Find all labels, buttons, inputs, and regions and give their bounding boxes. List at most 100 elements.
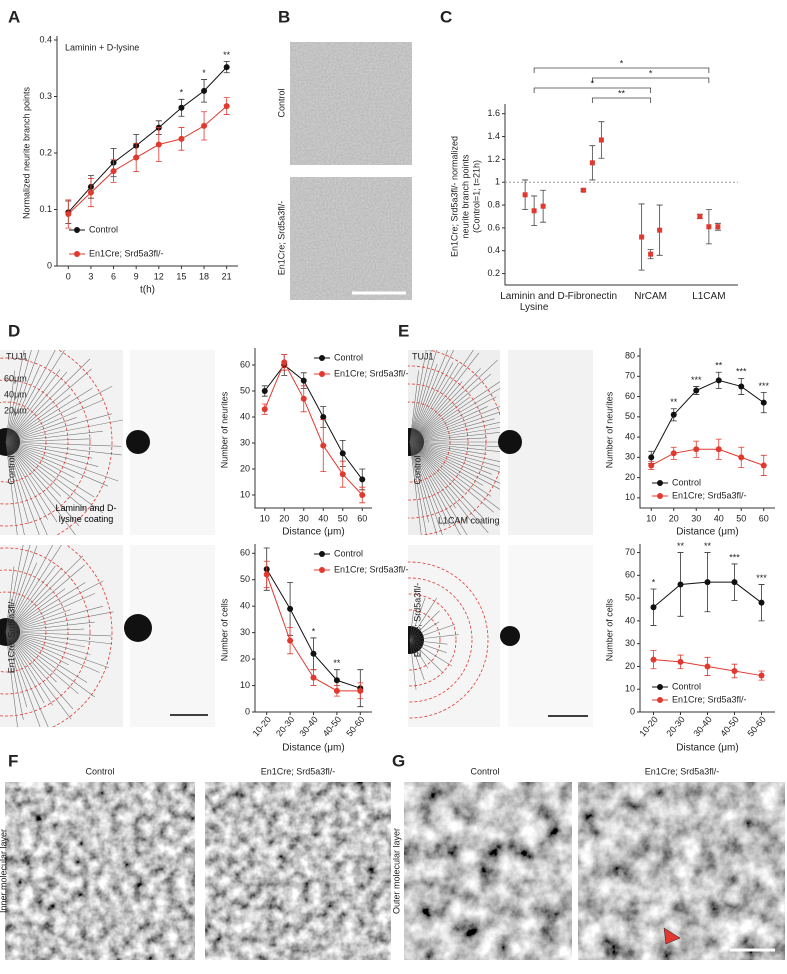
neurite bbox=[409, 396, 497, 443]
y-axis-label: neurite branch points bbox=[460, 154, 470, 239]
panel-letter: A bbox=[8, 7, 20, 26]
y-tick-label: 0.6 bbox=[487, 222, 500, 232]
y-tick-label: 30 bbox=[240, 627, 250, 637]
panel-letter: E bbox=[398, 321, 409, 340]
radius-label: 40μm bbox=[4, 389, 27, 399]
x-tick-label: 50-60 bbox=[344, 714, 366, 738]
y-tick-label: 0.2 bbox=[39, 147, 52, 157]
neurite bbox=[5, 441, 62, 497]
neurite bbox=[5, 631, 18, 727]
data-point bbox=[359, 476, 366, 483]
data-point bbox=[693, 446, 700, 453]
significance: * bbox=[620, 58, 624, 68]
data-point bbox=[670, 450, 677, 457]
panel-letter: D bbox=[8, 321, 20, 340]
micrograph bbox=[508, 545, 593, 727]
x-tick-label: 20 bbox=[279, 513, 289, 523]
data-point bbox=[300, 395, 307, 402]
data-point bbox=[357, 687, 364, 694]
significance: * bbox=[649, 68, 653, 78]
x-tick-label: 10-20 bbox=[637, 714, 659, 738]
coating-text: Laminin and D-lysine coating bbox=[55, 503, 117, 524]
significance: *** bbox=[729, 552, 740, 562]
x-tick-label: 30 bbox=[691, 513, 701, 523]
neurite bbox=[409, 441, 456, 509]
y-tick-label: 70 bbox=[625, 371, 635, 381]
neurite bbox=[5, 441, 80, 527]
neurite bbox=[5, 631, 100, 673]
neurite bbox=[5, 631, 54, 706]
neurite bbox=[409, 422, 500, 443]
neurite bbox=[5, 350, 32, 443]
neurite bbox=[5, 441, 103, 514]
neurite bbox=[5, 545, 31, 633]
neurite bbox=[409, 441, 473, 523]
neurite bbox=[409, 381, 500, 443]
data-point bbox=[310, 674, 317, 681]
data-point bbox=[731, 579, 738, 586]
data-point bbox=[133, 154, 140, 161]
y-tick-label: 1.2 bbox=[487, 154, 500, 164]
neurite bbox=[409, 441, 492, 475]
significance: * bbox=[312, 626, 316, 636]
data-point bbox=[648, 251, 654, 257]
neurite bbox=[5, 399, 104, 443]
neurite bbox=[5, 441, 76, 535]
neurite bbox=[5, 366, 40, 443]
data-point bbox=[223, 64, 230, 71]
x-tick-label: 15 bbox=[176, 271, 186, 281]
neurite bbox=[5, 566, 15, 633]
neurite bbox=[5, 350, 40, 443]
data-point bbox=[223, 103, 230, 110]
data-point bbox=[639, 234, 645, 240]
neurite bbox=[5, 441, 109, 487]
neurite bbox=[5, 441, 75, 479]
data-point bbox=[359, 492, 366, 498]
neurite bbox=[5, 441, 95, 498]
neurite bbox=[5, 631, 91, 655]
neurite bbox=[5, 631, 95, 698]
neurite bbox=[5, 385, 113, 443]
data-point bbox=[760, 462, 767, 469]
neurite bbox=[5, 370, 15, 443]
y-tick-label: 0 bbox=[245, 706, 250, 716]
y-tick-label: 30 bbox=[625, 638, 635, 648]
y-tick-label: 10 bbox=[625, 684, 635, 694]
neurite bbox=[5, 580, 104, 633]
data-point bbox=[110, 168, 117, 175]
neurite bbox=[5, 430, 103, 443]
x-tick-label: 21 bbox=[222, 271, 232, 281]
distance-ring bbox=[408, 561, 489, 719]
x-tick-label: 20-30 bbox=[274, 714, 296, 738]
neurite bbox=[5, 350, 25, 443]
neurite bbox=[409, 441, 492, 497]
row-label: Control bbox=[276, 88, 286, 117]
coating-label: Laminin and D-lysine coating bbox=[55, 503, 117, 524]
y-tick-label: 40 bbox=[240, 411, 250, 421]
neurite bbox=[5, 621, 95, 633]
y-tick-label: 50 bbox=[240, 385, 250, 395]
data-point bbox=[333, 677, 340, 684]
neurite bbox=[5, 631, 112, 645]
column-label: Control bbox=[470, 766, 499, 776]
legend-label: Control bbox=[334, 352, 363, 362]
neurite bbox=[5, 631, 41, 727]
neurite bbox=[5, 628, 85, 633]
x-tick-label: 30 bbox=[299, 513, 309, 523]
data-point bbox=[281, 359, 288, 366]
stain-label: TUJ1 bbox=[6, 351, 28, 361]
y-tick-label: 30 bbox=[625, 452, 635, 462]
y-tick-label: 10 bbox=[625, 492, 635, 502]
y-axis-label: (Control=1; t=21h) bbox=[471, 160, 481, 233]
legend-marker bbox=[657, 684, 663, 690]
column-label: En1Cre; Srd5a3fl/- bbox=[261, 766, 336, 776]
data-point bbox=[650, 656, 657, 663]
x-tick-label: 3 bbox=[88, 271, 93, 281]
y-axis-label: Number of cells bbox=[219, 598, 229, 661]
neurite bbox=[5, 369, 61, 443]
neurite bbox=[409, 406, 488, 443]
neurite bbox=[5, 631, 72, 720]
x-tick-label: Laminin and D-Lysine bbox=[500, 291, 569, 313]
radius-label: 60μm bbox=[4, 373, 27, 383]
